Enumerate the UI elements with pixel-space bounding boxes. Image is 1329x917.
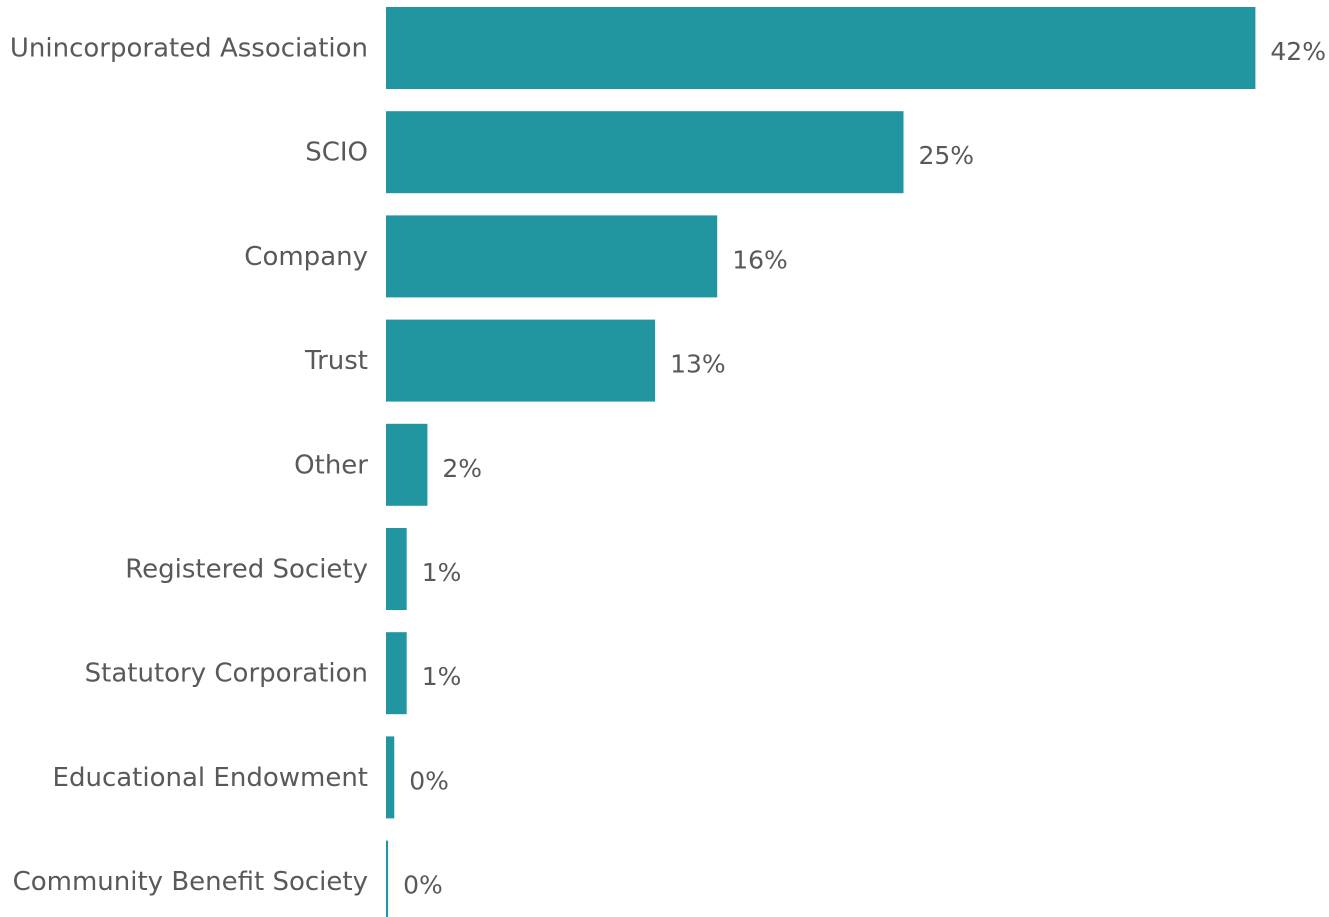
value-label: 1% — [422, 662, 462, 691]
value-label: 1% — [422, 558, 462, 587]
bar-scio — [386, 111, 904, 194]
bar-trust — [386, 319, 656, 402]
value-label: 13% — [670, 350, 726, 379]
value-label: 16% — [732, 245, 788, 274]
category-label: Unincorporated Association — [10, 34, 368, 64]
category-label: Educational Endowment — [53, 763, 368, 793]
category-label: Trust — [304, 346, 368, 376]
category-label: Registered Society — [125, 555, 368, 585]
bar-statutory-corporation — [386, 632, 407, 715]
category-label: Community Benefit Society — [13, 867, 368, 897]
bar-educational-endowment — [386, 736, 395, 819]
value-label: 0% — [409, 766, 449, 795]
bar-registered-society — [386, 528, 407, 610]
category-label: Statutory Corporation — [85, 659, 368, 689]
category-label: Other — [294, 450, 368, 480]
category-label: Company — [244, 242, 368, 272]
value-label: 2% — [442, 454, 482, 483]
value-label: 0% — [403, 871, 443, 900]
value-label: 25% — [919, 141, 975, 170]
bar-community-benefit-society — [386, 840, 389, 917]
bar-company — [386, 215, 718, 298]
category-labels-group: Unincorporated Association SCIO Company Tru… — [10, 34, 368, 898]
category-label: SCIO — [305, 138, 368, 168]
bar-other — [386, 423, 428, 506]
value-label: 42% — [1270, 37, 1326, 66]
bar-unincorporated-association — [386, 7, 1256, 89]
value-labels-group: 42% 25% 16% 13% 2% 1% 1% 0% 0% — [403, 37, 1326, 900]
bars-group — [386, 7, 1256, 917]
